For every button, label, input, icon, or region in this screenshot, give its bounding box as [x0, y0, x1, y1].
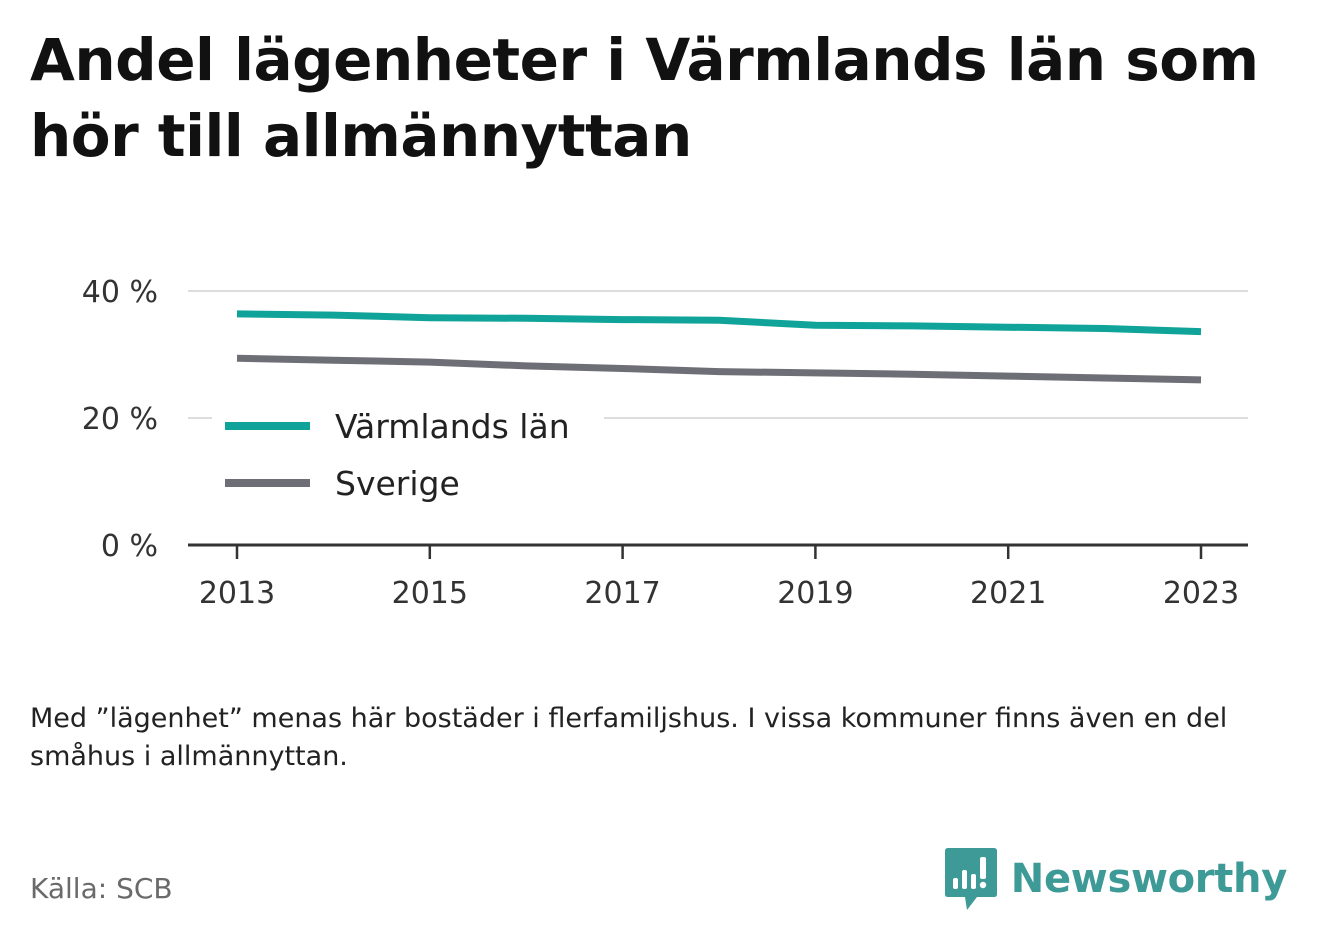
- y-tick-label: 0 %: [101, 529, 158, 564]
- y-tick-label: 40 %: [82, 275, 158, 310]
- newsworthy-logo-icon: [944, 848, 997, 910]
- brand-name: Newsworthy: [1010, 856, 1288, 902]
- x-tick-label: 2019: [777, 576, 853, 611]
- legend: Värmlands län Sverige: [212, 400, 604, 506]
- x-tick-label: 2013: [199, 576, 275, 611]
- series-lines: [236, 310, 1202, 384]
- series-line-sverige: [236, 354, 1202, 384]
- x-tick-label: 2017: [584, 576, 660, 611]
- series-line-varmland: [236, 310, 1202, 336]
- legend-label: Sverige: [335, 464, 460, 503]
- chart-title: Andel lägenheter i Värmlands län som hör…: [30, 26, 1259, 170]
- brand-logo: Newsworthy: [944, 848, 1288, 910]
- y-tick-label: 20 %: [82, 402, 158, 437]
- x-tick-label: 2023: [1163, 576, 1239, 611]
- x-tick-label: 2021: [970, 576, 1046, 611]
- x-axis: 2013 2015 2017 2019 2021 2023: [188, 543, 1248, 611]
- gridlines: [188, 290, 1248, 419]
- legend-label: Värmlands län: [335, 407, 570, 446]
- legend-background: [212, 400, 604, 506]
- x-tick-label: 2015: [392, 576, 468, 611]
- source-label: Källa: SCB: [30, 872, 173, 905]
- y-axis: 0 % 20 % 40 %: [82, 275, 158, 564]
- chart-note: Med ”lägenhet” menas här bostäder i fler…: [30, 703, 1228, 772]
